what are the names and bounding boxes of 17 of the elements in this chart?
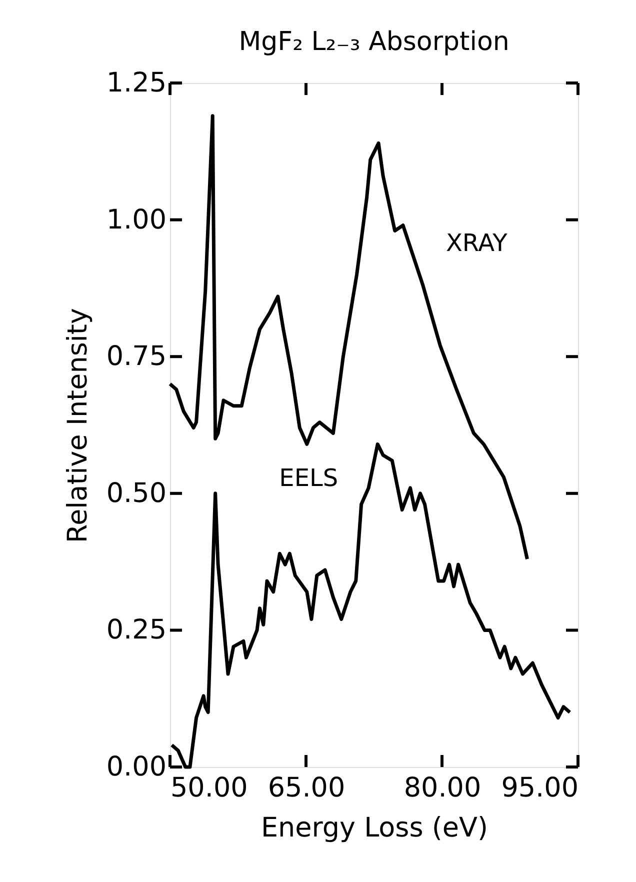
x-tick-label: 80.00 — [404, 772, 482, 804]
y-axis-title: Relative Intensity — [62, 308, 94, 543]
x-tick-label: 95.00 — [501, 772, 578, 804]
line-series — [170, 442, 572, 769]
y-tick-label: 1.25 — [106, 68, 166, 98]
series-label: XRAY — [446, 228, 508, 257]
line-series — [168, 114, 529, 561]
y-tick-label: 0.00 — [106, 752, 166, 782]
x-tick-label: 65.00 — [268, 772, 346, 804]
y-tick-label: 0.50 — [106, 478, 166, 509]
x-axis-title: Energy Loss (eV) — [260, 812, 488, 844]
y-tick-label: 0.75 — [106, 341, 166, 372]
y-tick-label: 0.25 — [106, 614, 166, 646]
series-label: EELS — [279, 464, 338, 492]
x-tick-label: 50.00 — [170, 772, 248, 804]
y-tick-label: 1.00 — [106, 204, 166, 236]
chart-title: MgF₂ L₂₋₃ Absorption — [238, 27, 510, 57]
